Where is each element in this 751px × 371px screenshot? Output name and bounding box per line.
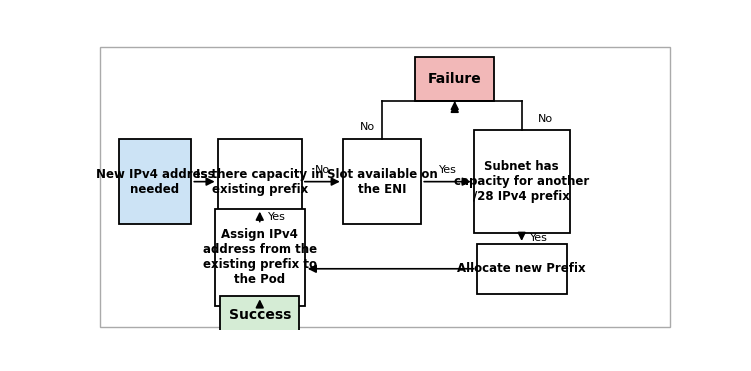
Text: Failure: Failure xyxy=(428,72,481,86)
Bar xyxy=(119,139,192,224)
Text: Assign IPv4
address from the
existing prefix to
the Pod: Assign IPv4 address from the existing pr… xyxy=(203,228,317,286)
Bar xyxy=(477,244,567,294)
Bar xyxy=(215,209,305,306)
Text: Is there capacity in
existing prefix: Is there capacity in existing prefix xyxy=(196,168,324,196)
Text: New IPv4 address
needed: New IPv4 address needed xyxy=(95,168,214,196)
Bar xyxy=(474,130,570,233)
Bar xyxy=(415,57,494,101)
Bar xyxy=(218,139,302,224)
Text: Yes: Yes xyxy=(530,233,548,243)
Bar xyxy=(221,296,299,334)
Text: Yes: Yes xyxy=(439,165,457,175)
Text: Yes: Yes xyxy=(268,211,286,221)
Text: Slot available on
the ENI: Slot available on the ENI xyxy=(327,168,437,196)
Text: Success: Success xyxy=(228,308,291,322)
Text: Allocate new Prefix: Allocate new Prefix xyxy=(457,262,586,275)
Bar xyxy=(342,139,421,224)
Text: No: No xyxy=(315,165,330,175)
Text: Subnet has
capacity for another
/28 IPv4 prefix: Subnet has capacity for another /28 IPv4… xyxy=(454,160,590,203)
Text: No: No xyxy=(538,114,553,124)
Text: No: No xyxy=(360,122,375,132)
